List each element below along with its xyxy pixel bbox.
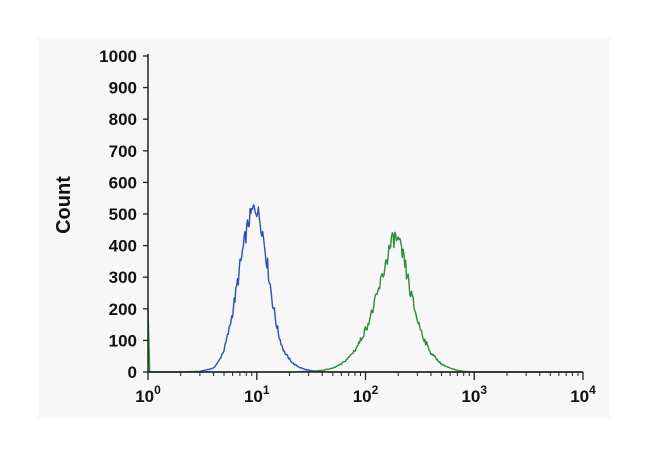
y-tick-label: 300	[109, 268, 137, 287]
chart-panel	[38, 38, 610, 418]
x-tick-label: 101	[244, 383, 270, 406]
y-tick-label: 600	[109, 173, 137, 192]
y-tick-label: 1000	[99, 47, 137, 66]
x-tick-exponent: 4	[589, 383, 596, 397]
series-layer	[147, 204, 583, 373]
x-tick-base: 10	[353, 387, 372, 406]
x-tick-label: 103	[461, 383, 487, 406]
y-tick-label: 400	[109, 237, 137, 256]
x-tick-exponent: 3	[480, 383, 487, 397]
x-tick-base: 10	[244, 387, 263, 406]
y-tick-label: 100	[109, 331, 137, 350]
x-tick-label: 102	[353, 383, 379, 406]
y-tick-label: 500	[109, 205, 137, 224]
y-tick-label: 0	[128, 363, 137, 382]
x-tick-label: 100	[135, 383, 161, 406]
x-tick-base: 10	[135, 387, 154, 406]
y-tick-label: 900	[109, 79, 137, 98]
x-tick-label: 104	[570, 383, 596, 406]
series-line-1	[148, 204, 583, 373]
y-tick-label: 700	[109, 142, 137, 161]
x-tick-exponent: 2	[372, 383, 379, 397]
x-tick-base: 10	[461, 387, 480, 406]
x-tick-exponent: 1	[263, 383, 270, 397]
y-tick-label: 800	[109, 110, 137, 129]
y-axis-title: Count	[53, 176, 75, 234]
x-tick-exponent: 0	[154, 383, 161, 397]
y-tick-label: 200	[109, 300, 137, 319]
series-line-2	[147, 231, 583, 373]
x-tick-base: 10	[570, 387, 589, 406]
